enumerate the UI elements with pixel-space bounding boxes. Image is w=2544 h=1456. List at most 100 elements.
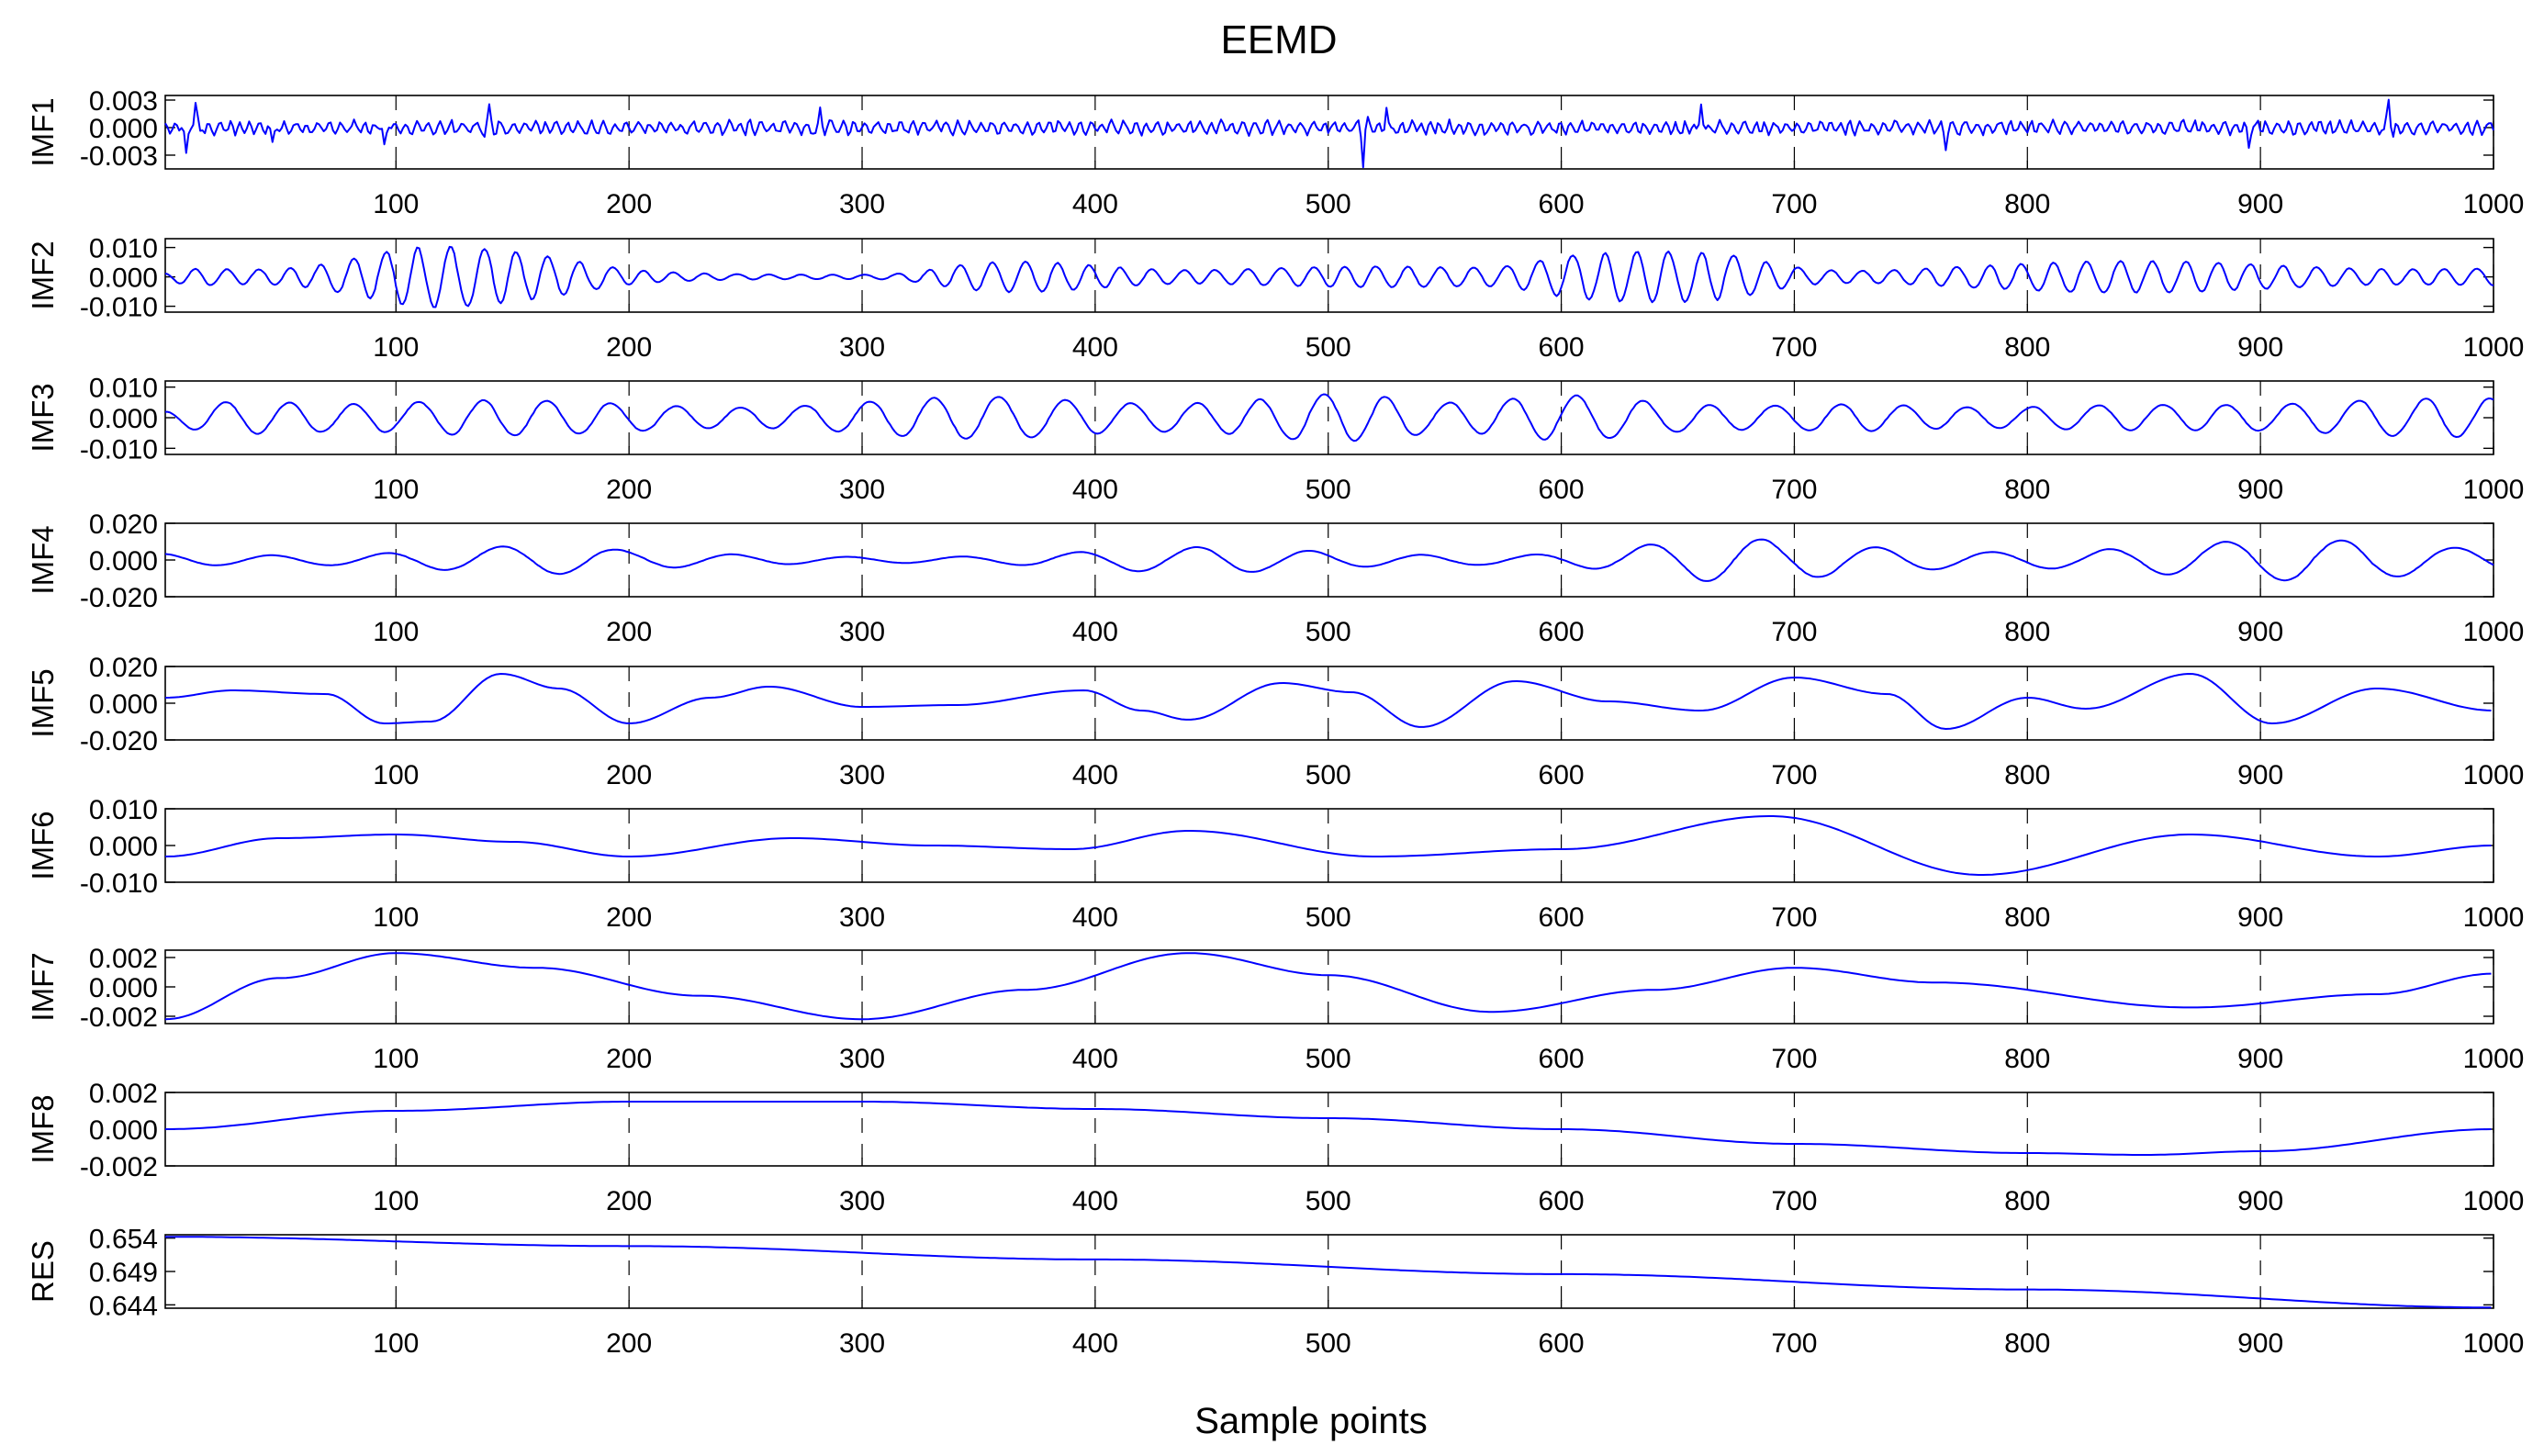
x-tick-label: 900 (2237, 332, 2283, 363)
x-tick-label: 500 (1306, 189, 1351, 219)
x-tick-label: 800 (2004, 189, 2050, 219)
axes-frame (164, 380, 2494, 455)
x-tick-label: 900 (2237, 1328, 2283, 1359)
series-line-imf5 (164, 673, 2492, 730)
x-tick-label: 500 (1306, 1044, 1351, 1074)
y-tick-label: -0.002 (80, 1002, 158, 1033)
y-axis-label: IMF6 (26, 811, 60, 879)
x-tick-label: 1000 (2463, 189, 2525, 219)
x-tick-label: 700 (1771, 617, 1817, 647)
y-tick-label: -0.010 (80, 868, 158, 899)
axes-frame (164, 949, 2494, 1025)
panels-group: 100 200 300 400 500 600 700 800 900 1000-0.0030.0… (26, 86, 2524, 1359)
x-tick-label: 100 (373, 902, 419, 933)
x-tick-label: 600 (1539, 332, 1585, 363)
x-tick-label: 800 (2004, 1328, 2050, 1359)
x-tick-label: 1000 (2463, 1044, 2525, 1074)
x-tick-label: 100 (373, 332, 419, 363)
y-tick-label: 0.000 (89, 546, 158, 577)
x-tick-label: 500 (1306, 902, 1351, 933)
x-tick-label: 600 (1539, 760, 1585, 790)
y-tick-label: 0.644 (89, 1291, 158, 1321)
x-tick-label: 300 (839, 475, 885, 505)
x-tick-label: 300 (839, 1328, 885, 1359)
x-tick-label: 200 (606, 902, 652, 933)
y-tick-label: 0.000 (89, 404, 158, 434)
y-tick-label: 0.000 (89, 832, 158, 862)
x-tick-label: 600 (1539, 1328, 1585, 1359)
chart-title: EEMD (1220, 17, 1337, 62)
x-tick-label: 700 (1771, 475, 1817, 505)
y-tick-label: 0.000 (89, 973, 158, 1003)
x-tick-label: 900 (2237, 902, 2283, 933)
x-tick-label: 200 (606, 1328, 652, 1359)
series-line-imf4 (164, 538, 2494, 582)
x-tick-label: 400 (1072, 902, 1118, 933)
series-line-res (165, 1236, 2492, 1309)
x-tick-label: 400 (1072, 1186, 1118, 1216)
x-tick-label: 300 (839, 332, 885, 363)
x-tick-label: 100 (373, 617, 419, 647)
x-tick-label: 300 (839, 902, 885, 933)
panel-imf3: 100 200 300 400 500 600 700 800 900 1000-0.0100.0… (26, 374, 2524, 505)
x-tick-label: 700 (1771, 1328, 1817, 1359)
y-tick-label: -0.010 (80, 434, 158, 465)
x-tick-label: 400 (1072, 475, 1118, 505)
x-tick-label: 500 (1306, 475, 1351, 505)
x-tick-label: 800 (2004, 1186, 2050, 1216)
x-tick-label: 300 (839, 189, 885, 219)
x-tick-label: 900 (2237, 1044, 2283, 1074)
x-tick-label: 200 (606, 617, 652, 647)
y-axis-label: IMF4 (26, 525, 60, 594)
y-tick-label: 0.003 (89, 86, 158, 117)
x-tick-label: 300 (839, 617, 885, 647)
axes-frame (164, 666, 2494, 741)
panel-imf7: 100 200 300 400 500 600 700 800 900 1000-0.0020.0… (26, 944, 2524, 1074)
x-tick-label: 400 (1072, 1044, 1118, 1074)
y-tick-label: 0.654 (89, 1225, 158, 1255)
x-tick-label: 100 (373, 189, 419, 219)
x-tick-label: 800 (2004, 617, 2050, 647)
y-axis-label: IMF2 (26, 241, 60, 309)
x-tick-label: 800 (2004, 475, 2050, 505)
x-tick-label: 700 (1771, 332, 1817, 363)
x-tick-label: 600 (1539, 617, 1585, 647)
x-tick-label: 200 (606, 1044, 652, 1074)
x-tick-label: 800 (2004, 902, 2050, 933)
x-tick-label: 400 (1072, 189, 1118, 219)
x-tick-label: 1000 (2463, 902, 2525, 933)
panel-imf6: 100 200 300 400 500 600 700 800 900 1000 -0.010 0.0… (26, 795, 2524, 933)
x-tick-label: 500 (1306, 332, 1351, 363)
x-tick-label: 900 (2237, 1186, 2283, 1216)
x-tick-label: 300 (839, 760, 885, 790)
series-line-imf7 (164, 952, 2492, 1021)
y-tick-label: 0.020 (89, 653, 158, 683)
x-tick-label: 1000 (2463, 1328, 2525, 1359)
x-tick-label: 1000 (2463, 475, 2525, 505)
x-tick-label: 100 (373, 760, 419, 790)
y-tick-label: -0.010 (80, 293, 158, 323)
x-tick-label: 100 (373, 1328, 419, 1359)
y-axis-label: IMF7 (26, 952, 60, 1021)
axes-frame (164, 1234, 2494, 1309)
panel-imf1: 100 200 300 400 500 600 700 800 900 1000-0.0030.0… (26, 86, 2524, 219)
x-tick-label: 800 (2004, 332, 2050, 363)
x-tick-label: 200 (606, 332, 652, 363)
x-tick-label: 900 (2237, 475, 2283, 505)
x-tick-label: 700 (1771, 902, 1817, 933)
x-tick-label: 200 (606, 189, 652, 219)
y-tick-label: 0.010 (89, 795, 158, 825)
x-tick-label: 200 (606, 475, 652, 505)
x-tick-label: 600 (1539, 1044, 1585, 1074)
x-tick-label: 300 (839, 1186, 885, 1216)
y-axis-label: IMF5 (26, 668, 60, 737)
x-tick-label: 300 (839, 1044, 885, 1074)
panel-imf8: 100 200 300 400 500 600 700 800 900 1000 -0.002 0.0… (26, 1079, 2524, 1216)
x-tick-label: 1000 (2463, 332, 2525, 363)
x-tick-label: 1000 (2463, 1186, 2525, 1216)
y-tick-label: 0.010 (89, 374, 158, 404)
series-line-imf1 (164, 98, 2494, 169)
x-axis-label: Sample points (1194, 1401, 1427, 1441)
y-tick-label: 0.000 (89, 263, 158, 294)
